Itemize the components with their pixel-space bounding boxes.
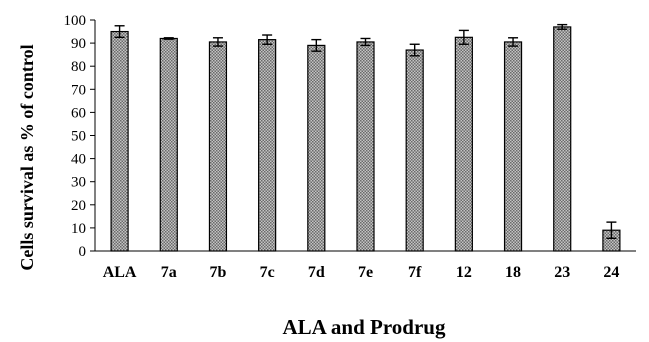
bar-18: [503, 41, 523, 252]
error-bar-7d: [311, 38, 322, 52]
category-label-7d: 7d: [308, 264, 325, 281]
error-bar-7c: [262, 34, 273, 45]
error-bar-7e: [360, 37, 371, 47]
error-bar-7f: [409, 43, 420, 57]
x-axis-title: ALA and Prodrug: [283, 315, 446, 339]
category-label-7c: 7c: [260, 264, 275, 281]
bar-7b: [208, 41, 228, 252]
error-bars: [114, 23, 617, 239]
category-label-7a: 7a: [161, 264, 177, 281]
y-tick-label: 70: [71, 82, 86, 98]
bars: [110, 26, 621, 252]
error-bar-24: [606, 221, 617, 239]
error-bar-ALA: [114, 25, 125, 39]
bar-7e: [356, 41, 375, 252]
x-axis-category-labels: ALA 7a 7b 7c 7d 7e 7f 12 18 23 24: [103, 264, 620, 281]
error-bar-12: [458, 29, 469, 45]
category-label-18: 18: [505, 264, 521, 281]
error-bar-7b: [212, 37, 223, 47]
category-label-12: 12: [456, 264, 472, 281]
bar-23: [553, 26, 572, 252]
y-tick-label: 0: [79, 244, 87, 260]
y-tick-label: 50: [71, 129, 86, 145]
error-bar-23: [557, 23, 568, 30]
y-tick-label: 30: [71, 175, 86, 191]
y-axis-title: Cells survival as % of control: [17, 44, 37, 270]
category-label-ALA: ALA: [103, 264, 137, 281]
category-label-7b: 7b: [210, 264, 227, 281]
bar-12: [454, 36, 473, 252]
y-tick-label: 60: [71, 105, 86, 121]
bar-7f: [405, 49, 424, 252]
category-label-7f: 7f: [408, 264, 422, 281]
y-tick-label: 20: [71, 198, 86, 214]
y-tick-label: 90: [71, 36, 86, 52]
y-tick-label: 40: [71, 152, 86, 168]
error-bar-18: [508, 37, 519, 47]
category-label-23: 23: [554, 264, 570, 281]
bar-7a: [159, 37, 178, 252]
y-axis-ticks: 0 10 20 30 40 50 60 70 80 90 100: [64, 13, 95, 260]
bar-7c: [258, 39, 277, 252]
bar-7d: [307, 44, 326, 252]
bar-ALA: [110, 30, 129, 252]
category-label-24: 24: [603, 264, 619, 281]
y-tick-label: 10: [71, 221, 86, 237]
y-tick-label: 100: [64, 13, 87, 29]
error-bar-7a: [163, 37, 174, 40]
y-tick-label: 80: [71, 59, 86, 75]
category-label-7e: 7e: [358, 264, 373, 281]
